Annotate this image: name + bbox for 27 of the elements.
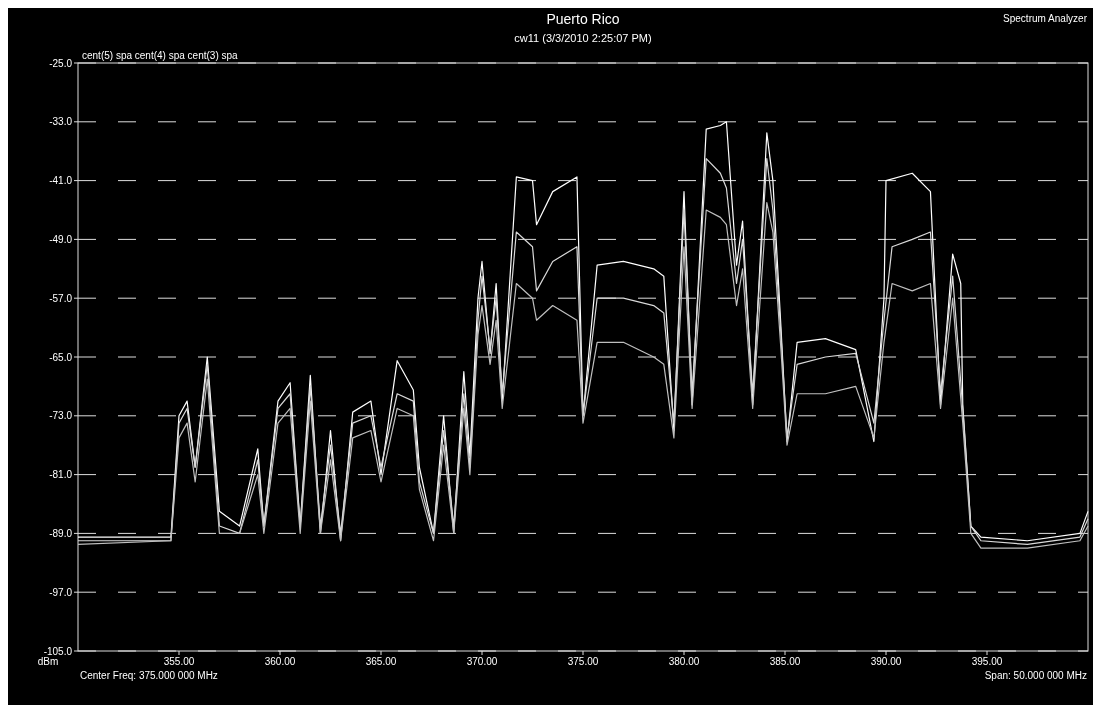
- x-tick-label: 360.00: [264, 656, 296, 667]
- x-tick-label: 365.00: [365, 656, 397, 667]
- y-axis-title: dBm: [37, 656, 59, 667]
- y-tick-label: -65.0: [49, 351, 73, 363]
- y-tick-label: -89.0: [49, 527, 73, 539]
- x-tick-label: 370.00: [466, 656, 498, 667]
- chart-title: Puerto Rico: [546, 11, 620, 27]
- text: Span: 50.000 000 MHz: [984, 670, 1087, 681]
- x-tick-label: 395.00: [971, 656, 1003, 667]
- x-tick-label: 385.00: [769, 656, 801, 667]
- y-tick-label: -81.0: [49, 469, 73, 481]
- y-tick-label: -33.0: [49, 116, 73, 128]
- y-tick-label: -73.0: [49, 410, 73, 422]
- y-tick-label: -41.0: [49, 175, 73, 187]
- y-tick-label: -49.0: [49, 233, 73, 245]
- y-tick-label: -57.0: [49, 292, 73, 304]
- chart-subtitle: cw11 (3/3/2010 2:25:07 PM): [514, 32, 652, 44]
- text: Spectrum Analyzer: [1003, 13, 1088, 24]
- text: cent(5) spa cent(4) spa cent(3) spa: [82, 50, 239, 61]
- x-tick-label: 380.00: [668, 656, 700, 667]
- x-tick-label: 355.00: [163, 656, 195, 667]
- x-tick-label: 390.00: [870, 656, 902, 667]
- text: Center Freq: 375.000 000 MHz: [80, 670, 218, 681]
- y-tick-label: -25.0: [49, 57, 73, 69]
- y-tick-label: -105.0: [43, 645, 73, 657]
- x-tick-label: 375.00: [567, 656, 599, 667]
- y-tick-label: -97.0: [49, 586, 73, 598]
